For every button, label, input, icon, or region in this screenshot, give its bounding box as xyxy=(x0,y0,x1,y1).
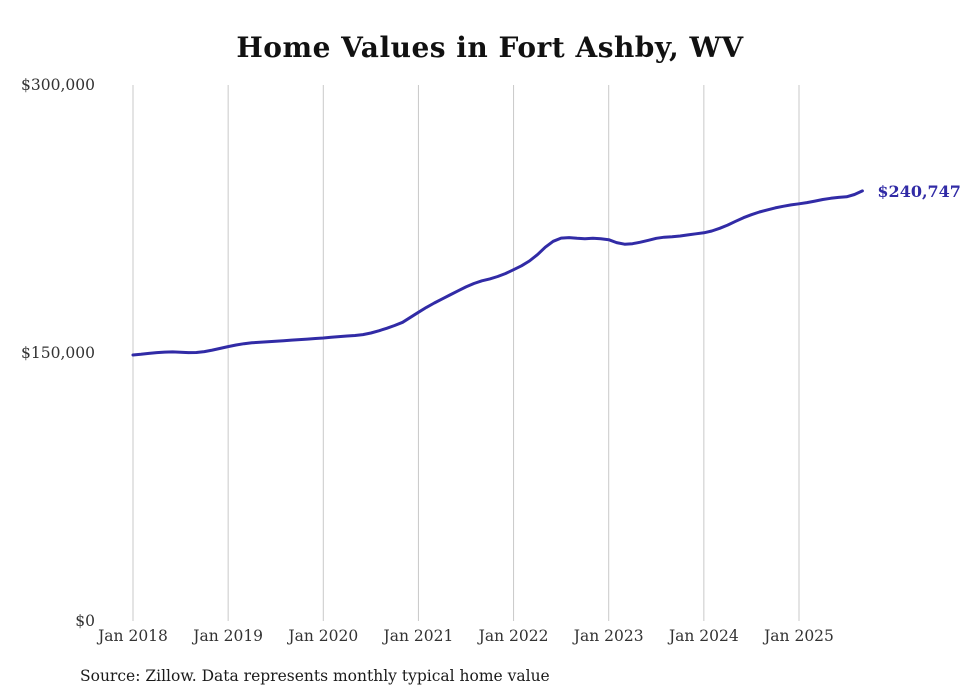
latest-value-label: $240,747 xyxy=(877,181,961,201)
x-tick-label: Jan 2018 xyxy=(96,627,168,645)
y-tick-label: $300,000 xyxy=(21,76,95,94)
y-tick-label: $0 xyxy=(75,612,95,630)
y-tick-label: $150,000 xyxy=(21,344,95,362)
source-note: Source: Zillow. Data represents monthly … xyxy=(80,667,550,685)
value-line xyxy=(131,189,864,357)
x-tick-label: Jan 2023 xyxy=(572,627,644,645)
x-tick-label: Jan 2025 xyxy=(762,627,834,645)
chart-title: Home Values in Fort Ashby, WV xyxy=(236,31,744,64)
x-tick-label: Jan 2021 xyxy=(382,627,454,645)
x-tick-label: Jan 2022 xyxy=(477,627,549,645)
x-tick-label: Jan 2020 xyxy=(286,627,358,645)
x-tick-label: Jan 2024 xyxy=(667,627,739,645)
x-tick-label: Jan 2019 xyxy=(191,627,263,645)
